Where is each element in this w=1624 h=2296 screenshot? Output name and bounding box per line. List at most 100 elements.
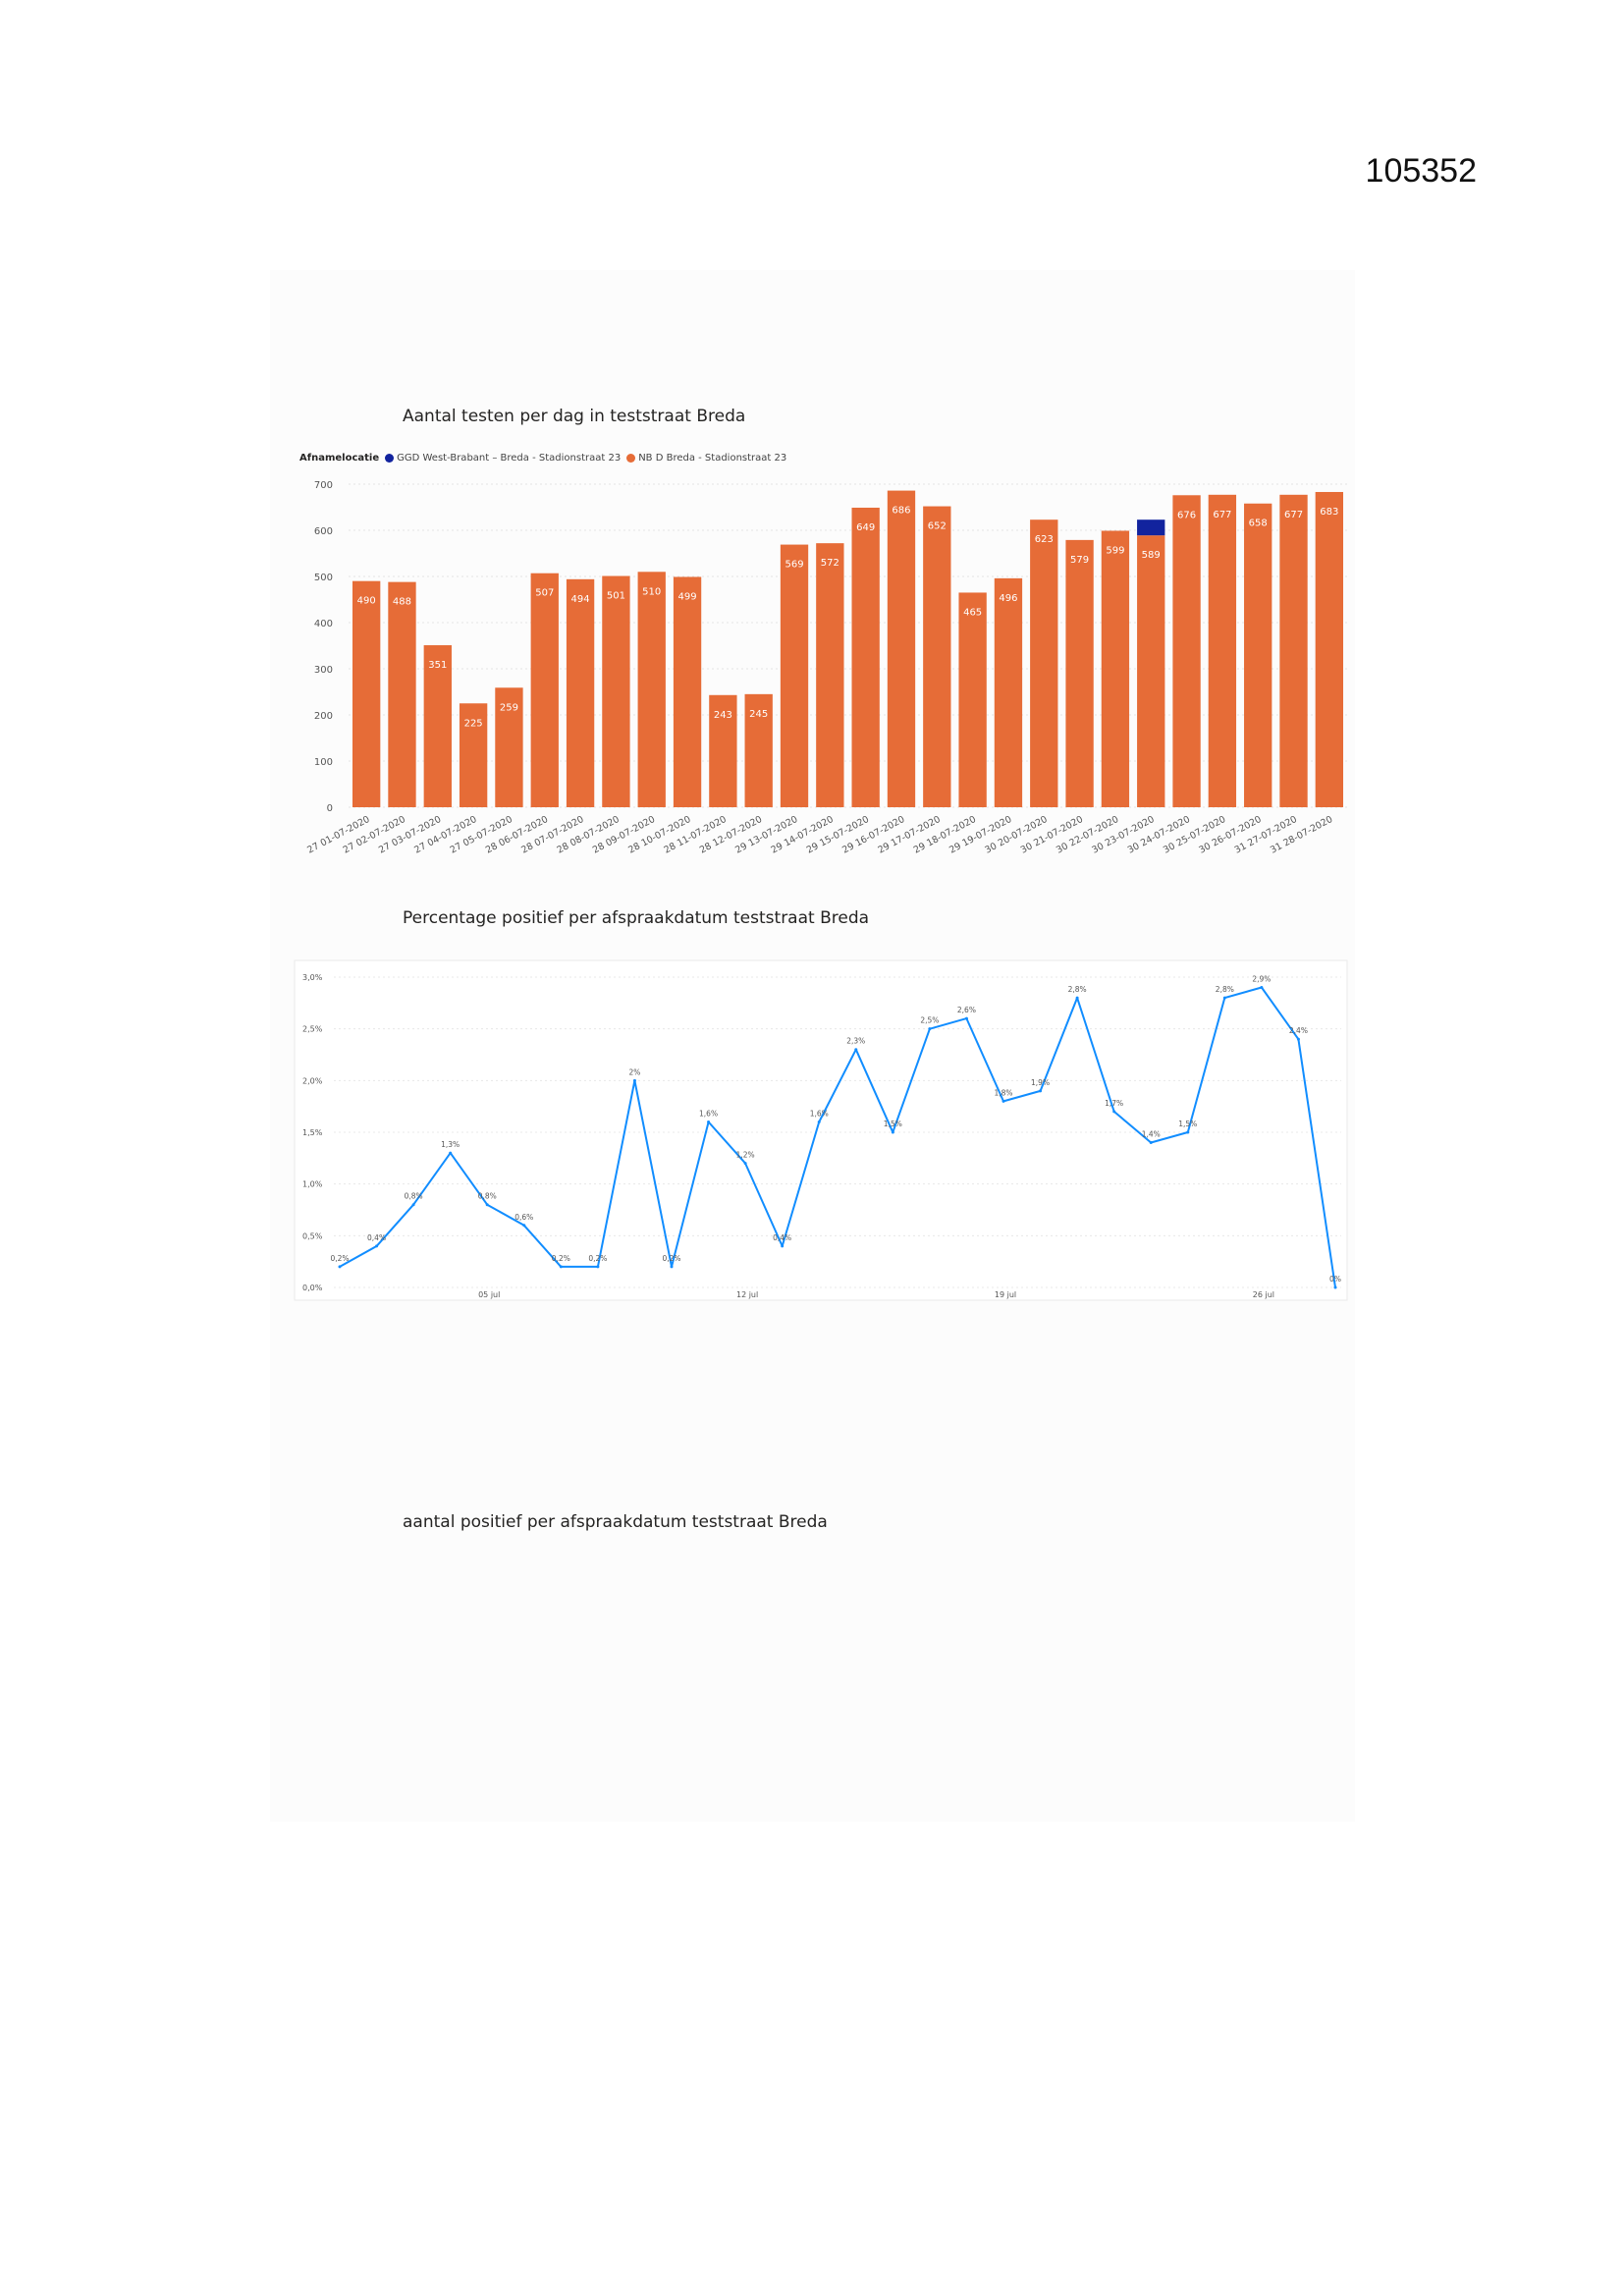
line-point (964, 1016, 968, 1020)
bar (352, 580, 381, 807)
bar (423, 645, 452, 807)
line-data-label: 1,4% (1142, 1130, 1161, 1139)
legend-item-nbd[interactable]: NB D Breda - Stadionstraat 23 (626, 453, 786, 464)
bar-ytick-label: 100 (314, 757, 333, 768)
line-series (339, 986, 1336, 1288)
line-data-label: 1,9% (1031, 1078, 1050, 1087)
line-point (854, 1048, 858, 1052)
line-data-label: 2,6% (957, 1006, 976, 1014)
line-point (522, 1224, 526, 1228)
bar-data-label: 494 (571, 594, 590, 605)
line-point (743, 1162, 747, 1166)
bar-chart-legend: Afnamelocatie GGD West-Brabant – Breda -… (299, 453, 786, 464)
line-point (1149, 1141, 1153, 1145)
line-chart-plot-area (294, 959, 1348, 1301)
line-point (1296, 1037, 1300, 1041)
bar-data-label: 499 (678, 591, 697, 602)
line-point (596, 1265, 600, 1269)
line-point (1333, 1285, 1337, 1289)
line-point (411, 1203, 415, 1207)
bar-data-label: 243 (714, 710, 732, 721)
line-point (1260, 986, 1264, 990)
bar (1065, 539, 1094, 807)
bar (780, 544, 809, 807)
line-ytick-label: 1,5% (302, 1128, 323, 1137)
line-data-label: 0,4% (773, 1233, 791, 1242)
bar (1172, 495, 1201, 807)
bar (1137, 535, 1165, 807)
bar-ytick-label: 300 (314, 665, 333, 676)
bar-data-label: 677 (1213, 510, 1231, 520)
bar (1137, 519, 1165, 536)
line-ytick-label: 2,0% (302, 1076, 323, 1085)
line-point (1186, 1130, 1190, 1134)
line-point (1112, 1110, 1116, 1114)
line-point (891, 1130, 894, 1134)
bar (1101, 530, 1130, 807)
bar-data-label: 599 (1106, 545, 1124, 556)
line-ytick-label: 1,0% (302, 1180, 323, 1189)
bar (958, 592, 987, 807)
bar (923, 506, 951, 807)
legend-dot-nbd (626, 454, 636, 463)
bar (851, 507, 880, 807)
document-id: 105352 (1365, 152, 1477, 190)
line-point (338, 1265, 342, 1269)
bar-data-label: 507 (535, 588, 554, 599)
bar-data-label: 496 (999, 593, 1017, 604)
bar-data-label: 579 (1070, 555, 1089, 566)
bar (530, 573, 559, 807)
line-data-label: 0,4% (367, 1233, 386, 1242)
line-point (1039, 1089, 1043, 1093)
bar-data-label: 465 (963, 607, 982, 618)
line-data-label: 0,8% (478, 1192, 497, 1201)
line-chart: 0,0% 0,5% 1,0% 1,5% 2,0% 2,5% 3,0% 05 jul 12 jul… (294, 959, 1348, 1301)
bar (637, 572, 666, 807)
legend-title: Afnamelocatie (299, 453, 380, 464)
bar-ytick-label: 400 (314, 619, 333, 629)
line-data-label: 1,6% (810, 1109, 829, 1118)
bar-data-label: 683 (1320, 507, 1338, 518)
line-xtick-label: 05 jul (478, 1290, 500, 1299)
line-point (1222, 996, 1226, 1000)
bar-ytick-label: 600 (314, 526, 333, 537)
bar-data-label: 488 (393, 597, 411, 608)
line-point (670, 1265, 674, 1269)
line-point (781, 1244, 785, 1248)
line-data-label: 1,2% (736, 1151, 755, 1160)
line-ytick-label: 2,5% (302, 1025, 323, 1034)
legend-item-ggd[interactable]: GGD West-Brabant – Breda - Stadionstraat… (385, 453, 621, 464)
line-ytick-label: 0,0% (302, 1284, 323, 1292)
line-point (375, 1244, 379, 1248)
bar (388, 581, 416, 807)
bar-ytick-label: 500 (314, 573, 333, 583)
bar (673, 576, 702, 807)
line-point (928, 1027, 932, 1031)
bar-data-label: 676 (1177, 510, 1196, 520)
line-data-label: 1,3% (441, 1140, 460, 1149)
bar-data-label: 686 (892, 506, 910, 517)
bar-data-label: 589 (1142, 550, 1161, 561)
line-data-label: 2,8% (1216, 985, 1234, 994)
bar (1030, 519, 1058, 807)
bar (1244, 503, 1272, 807)
bar-data-label: 225 (464, 718, 483, 729)
line-data-label: 2,3% (846, 1037, 865, 1046)
line-data-label: 2% (628, 1067, 640, 1076)
line-data-label: 1,6% (699, 1109, 718, 1118)
line-data-label: 2,8% (1068, 985, 1087, 994)
line-data-label: 2,4% (1289, 1026, 1308, 1035)
line-xtick-label: 19 jul (995, 1290, 1016, 1299)
line-data-label: 0,2% (552, 1254, 570, 1263)
bar-data-label: 245 (749, 709, 768, 720)
line-ytick-label: 0,5% (302, 1231, 323, 1240)
line-data-label: 1,5% (884, 1120, 902, 1128)
bar (744, 693, 773, 807)
bar-ytick-label: 200 (314, 711, 333, 722)
line-point (449, 1151, 453, 1155)
bar-data-label: 569 (785, 560, 803, 571)
line-data-label: 1,7% (1105, 1099, 1123, 1108)
bar-data-label: 351 (428, 660, 447, 671)
bar (566, 578, 595, 807)
